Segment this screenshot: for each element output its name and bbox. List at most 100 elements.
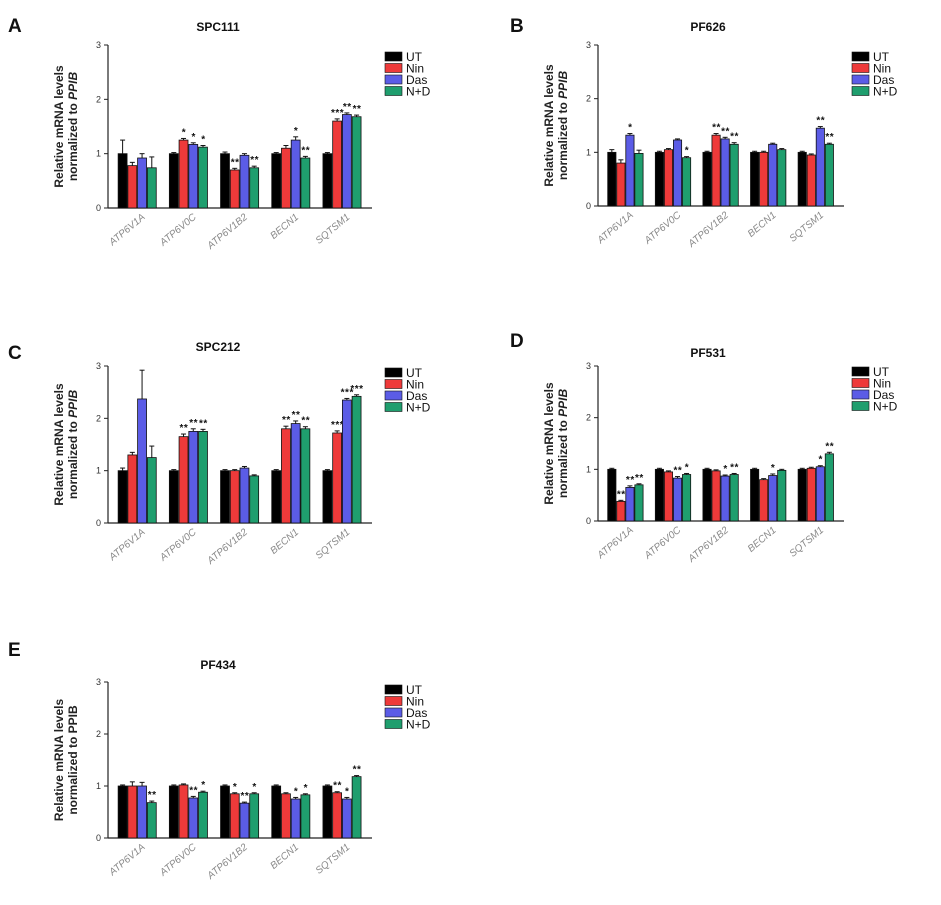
legend-swatch-nin: [384, 63, 403, 73]
legend-swatch-ut: [851, 366, 870, 377]
legend-swatch-nin: [851, 378, 870, 388]
bar-das-becn1: [290, 798, 301, 839]
x-tick-label: BECN1: [746, 525, 779, 555]
legend-label: Das: [406, 389, 427, 403]
legend-label: Nin: [873, 377, 891, 391]
significance-mark: **: [353, 104, 362, 115]
y-tick-label: 0: [96, 518, 101, 528]
legend-label: UT: [406, 50, 423, 64]
bar-nd-becn1: [777, 469, 787, 522]
bar-ut-sqtsm1: [322, 470, 333, 524]
significance-mark: **: [825, 132, 834, 143]
y-tick-label: 3: [96, 40, 101, 50]
chart-title: PF531: [690, 346, 726, 360]
significance-mark: ***: [350, 384, 363, 395]
y-tick-label: 2: [96, 413, 101, 423]
x-tick-label: SQTSM1: [314, 842, 353, 877]
bar-nd-atp6v1a: [146, 457, 157, 524]
bar-das-atp6v1b2: [239, 154, 250, 209]
y-axis-label-line2: normalized to: [66, 418, 80, 499]
y-tick-label: 1: [96, 781, 101, 791]
bar-das-atp6v1b2: [720, 475, 730, 522]
y-axis-label-line1: Relative mRNA levels: [542, 64, 556, 187]
chart-panel-b: B PF626 Relative mRNA levelsnormalized to …: [510, 16, 898, 250]
significance-mark: *: [182, 127, 186, 138]
bar-nin-becn1: [281, 428, 291, 524]
significance-mark: *: [304, 783, 308, 794]
y-tick-label: 0: [586, 516, 591, 526]
legend-label: Das: [406, 73, 427, 87]
chart-title: PF434: [200, 658, 236, 672]
bar-ut-sqtsm1: [797, 468, 807, 522]
legend-label: Das: [873, 73, 894, 87]
legend-swatch-das: [851, 74, 870, 85]
significance-mark: ***: [331, 420, 344, 431]
significance-mark: *: [685, 146, 689, 157]
legend-label: Nin: [406, 378, 424, 392]
legend-swatch-das: [384, 390, 403, 401]
legend-label: Das: [873, 388, 894, 402]
significance-mark: *: [191, 132, 195, 143]
y-axis-label-gene: PPIB: [66, 389, 80, 417]
y-tick-label: 2: [586, 413, 591, 423]
panel-letter: B: [510, 16, 524, 37]
legend-label: N+D: [873, 85, 898, 99]
significance-mark: *: [201, 135, 205, 146]
x-tick-label: BECN1: [269, 212, 302, 242]
y-axis-label-gene: PPIB: [556, 70, 570, 98]
bar-ut-atp6v1b2: [220, 153, 230, 209]
significance-mark: **: [343, 102, 352, 113]
bar-das-sqtsm1: [815, 466, 825, 522]
x-tick-label: SQTSM1: [314, 527, 353, 562]
significance-mark: ***: [341, 387, 354, 398]
bar-nd-atp6v0c: [682, 157, 692, 207]
bar-nd-atp6v0c: [198, 146, 208, 209]
bar-ut-atp6v0c: [654, 468, 664, 522]
chart-title: SPC111: [196, 20, 240, 34]
significance-mark: **: [730, 132, 739, 143]
significance-mark: *: [685, 462, 689, 473]
significance-mark: *: [201, 780, 205, 791]
legend-label: UT: [873, 50, 890, 64]
bar-das-atp6v1b2: [239, 467, 250, 524]
legend-swatch-nin: [384, 696, 403, 706]
legend-swatch-das: [851, 389, 870, 400]
significance-mark: **: [180, 423, 189, 434]
bar-ut-atp6v1a: [607, 468, 617, 522]
bar-nd-becn1: [300, 794, 311, 839]
bar-nin-atp6v1b2: [711, 134, 721, 207]
bar-nd-becn1: [300, 157, 311, 209]
legend-swatch-das: [384, 707, 403, 718]
bar-ut-becn1: [271, 785, 282, 839]
chart-panel-e: E PF434 Relative mRNA levelsnormalized to …: [8, 640, 431, 882]
bar-ut-becn1: [271, 470, 282, 524]
bar-das-sqtsm1: [815, 127, 825, 207]
bar-nd-atp6v1a: [146, 802, 157, 839]
bar-das-atp6v1a: [625, 487, 635, 522]
legend-swatch-nin: [851, 63, 870, 73]
bar-ut-atp6v1b2: [220, 785, 230, 839]
bar-nin-atp6v1a: [616, 500, 626, 522]
x-tick-label: ATP6V1A: [595, 210, 636, 247]
bar-ut-atp6v1b2: [220, 470, 230, 524]
significance-mark: *: [252, 782, 256, 793]
bar-das-sqtsm1: [341, 399, 352, 524]
chart-title: PF626: [690, 20, 726, 34]
significance-mark: **: [730, 462, 739, 473]
panel-letter: A: [8, 16, 22, 37]
significance-mark: **: [282, 415, 291, 426]
bar-ut-atp6v1a: [117, 153, 128, 209]
y-axis-label: Relative mRNA levelsnormalized to PPIB: [52, 383, 80, 506]
bar-nd-atp6v1a: [634, 153, 644, 207]
significance-mark: **: [240, 791, 249, 802]
bar-nin-becn1: [281, 793, 291, 839]
significance-mark: **: [674, 466, 683, 477]
legend-label: UT: [406, 683, 423, 697]
significance-mark: **: [825, 441, 834, 452]
bar-nin-becn1: [759, 479, 769, 522]
bar-ut-atp6v1a: [117, 470, 128, 524]
significance-mark: *: [723, 464, 727, 475]
bar-ut-atp6v0c: [654, 151, 664, 207]
chart-panel-d: D PF531 Relative mRNA levelsnormalized to …: [510, 331, 898, 565]
